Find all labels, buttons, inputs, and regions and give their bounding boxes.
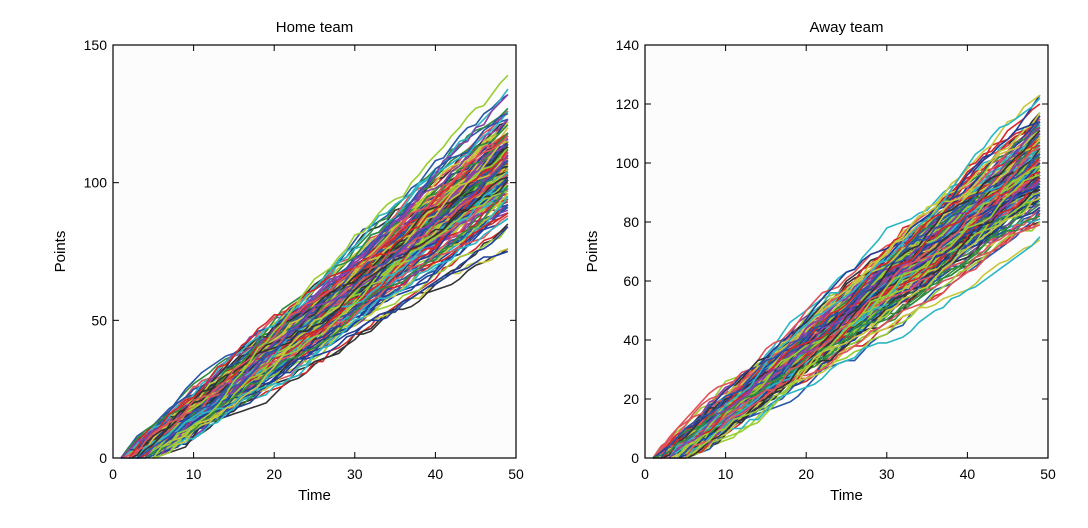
x-tick-label: 20 [798, 466, 814, 482]
x-tick-label: 40 [960, 466, 976, 482]
trajectory-line [144, 146, 509, 459]
y-tick-label: 100 [616, 155, 640, 171]
x-tick-label: 30 [879, 466, 895, 482]
trajectories [652, 94, 1041, 459]
y-tick-label: 120 [616, 96, 640, 112]
chart-title: Home team [276, 19, 354, 36]
trajectory-line [660, 153, 1041, 459]
x-tick-label: 50 [1040, 466, 1056, 482]
trajectory-line [152, 74, 509, 459]
trajectory-line [684, 174, 1041, 459]
axes-frame [112, 44, 517, 459]
trajectory-line [136, 217, 509, 459]
trajectory-line [684, 147, 1041, 459]
y-tick-label: 50 [91, 312, 107, 328]
x-tick-label: 40 [428, 466, 444, 482]
x-axis-label: Time [830, 487, 863, 504]
trajectory-line [128, 157, 509, 459]
y-axis-label: Points [52, 231, 69, 273]
x-axis-label: Time [298, 487, 331, 504]
trajectory-line [685, 197, 1041, 459]
y-tick-label: 40 [623, 332, 639, 348]
home-team-chart: 0 10 20 30 40 50 0 50 100 150 Home team Time Poin… [52, 19, 524, 504]
x-tick-label: 50 [508, 466, 524, 482]
trajectory-line [153, 223, 509, 459]
y-tick-label: 20 [623, 391, 639, 407]
tick-marks: 0 10 20 30 40 50 0 20 40 60 80 100 120 140 [616, 37, 1056, 482]
x-tick-label: 10 [718, 466, 734, 482]
y-tick-label: 60 [623, 273, 639, 289]
y-tick-label: 80 [623, 214, 639, 230]
y-tick-label: 0 [99, 450, 107, 466]
trajectory-line [660, 115, 1041, 459]
trajectory-line [153, 190, 509, 459]
y-axis-label: Points [584, 231, 601, 273]
trajectory-line [668, 97, 1041, 459]
y-tick-label: 140 [616, 37, 640, 53]
y-tick-label: 100 [84, 175, 108, 191]
x-tick-label: 0 [109, 466, 117, 482]
trajectory-line [129, 160, 509, 459]
trajectory-line [144, 171, 509, 459]
trajectory-line [120, 212, 509, 459]
x-tick-label: 30 [347, 466, 363, 482]
trajectory-line [152, 140, 509, 459]
x-tick-label: 20 [266, 466, 282, 482]
trajectory-line [128, 135, 509, 459]
y-tick-label: 0 [631, 450, 639, 466]
trajectory-line [144, 184, 509, 459]
y-tick-label: 150 [84, 37, 108, 53]
chart-title: Away team [810, 19, 884, 36]
trajectory-line [136, 176, 509, 459]
trajectory-line [685, 130, 1041, 459]
x-tick-label: 10 [186, 466, 202, 482]
x-tick-label: 0 [641, 466, 649, 482]
trajectories [120, 74, 509, 459]
plot-area [645, 45, 1048, 458]
tick-marks: 0 10 20 30 40 50 0 50 100 150 [84, 37, 524, 482]
axes-frame [644, 44, 1049, 459]
